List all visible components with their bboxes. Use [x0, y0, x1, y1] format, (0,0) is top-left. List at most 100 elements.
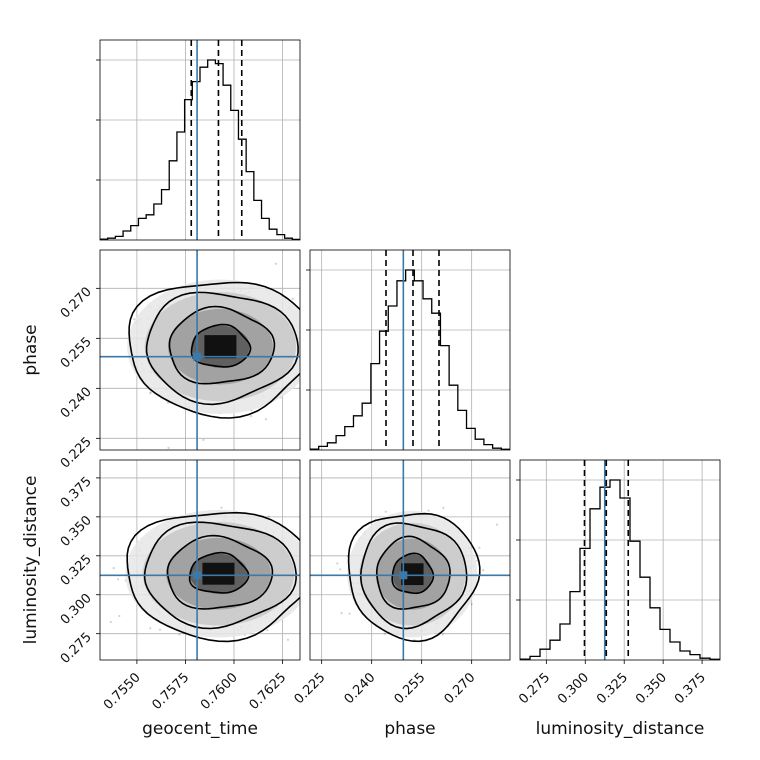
x-tick-label: 0.7550: [101, 670, 144, 713]
contour-level-3: [143, 521, 297, 630]
x-tick-label: 0.300: [555, 670, 592, 707]
scatter-point: [313, 373, 315, 375]
y-tick-label: 0.375: [58, 474, 95, 511]
contour-level-1: [190, 323, 252, 368]
scatter-point: [339, 568, 342, 571]
histogram-phase: [310, 269, 510, 450]
x-tick-label: 0.225: [292, 670, 329, 707]
scatter-point: [220, 506, 223, 509]
scatter-point: [325, 563, 327, 565]
y-tick-label: 0.225: [58, 435, 95, 472]
scatter-point: [250, 415, 253, 418]
panel-frame: [309, 459, 511, 661]
y-tick-label: 0.350: [58, 513, 95, 550]
x-tick-label: 0.7625: [247, 670, 290, 713]
scatter-point: [482, 569, 485, 572]
scatter-point: [109, 620, 112, 624]
scatter-point: [302, 593, 304, 595]
scatter-point: [149, 627, 152, 630]
scatter-point: [495, 523, 499, 526]
x-tick-label: 0.270: [442, 670, 479, 707]
scatter-point: [167, 446, 170, 449]
truth-marker: [399, 571, 408, 580]
scatter-point: [286, 638, 290, 641]
x-axis-label-phase: phase: [384, 719, 435, 739]
scatter-point: [291, 297, 294, 300]
x-tick-label: 0.350: [633, 670, 670, 707]
panel-frame: [99, 249, 301, 451]
contour-level-1: [188, 551, 250, 594]
scatter-point: [348, 612, 351, 615]
panel-frame: [309, 249, 511, 451]
contour-level-3: [359, 522, 468, 630]
panel-content: [100, 40, 300, 240]
contour-level-3: [145, 291, 299, 406]
contour-level-4: [128, 281, 300, 419]
scatter-point: [301, 567, 303, 569]
x-tick-label: 0.7600: [198, 670, 241, 713]
scatter-point: [267, 515, 270, 518]
x-tick-label: 0.7575: [149, 670, 192, 713]
density-peak: [204, 335, 237, 359]
panel-content: [520, 460, 720, 660]
y-tick-label: 0.255: [58, 335, 95, 372]
scatter-point: [427, 509, 430, 512]
density-peak: [202, 562, 235, 585]
panel-frame: [99, 39, 301, 241]
scatter-point: [312, 363, 314, 365]
panel-content: [100, 250, 319, 450]
histogram-luminosity_distance: [520, 479, 720, 660]
density-peak: [401, 563, 424, 586]
y-tick-label: 0.325: [58, 552, 95, 589]
panel-frame: [519, 459, 721, 661]
x-tick-label: 0.325: [594, 670, 631, 707]
x-tick-label: 0.375: [672, 670, 709, 707]
scatter-point: [476, 559, 479, 563]
x-tick-label: 0.240: [342, 670, 379, 707]
contour-level-2: [166, 534, 274, 610]
panel-geocent_time-vs-geocent_time: [96, 39, 301, 241]
scatter-point: [274, 262, 277, 265]
scatter-point: [266, 629, 269, 632]
panel-content: [310, 250, 510, 450]
y-tick-label: 0.300: [58, 591, 95, 628]
scatter-point: [149, 392, 152, 395]
x-axis-label-geocent_time: geocent_time: [142, 719, 258, 739]
contour-level-2: [168, 305, 276, 385]
panel-content: [100, 460, 327, 660]
panel-luminosity_distance-vs-luminosity_distance: 0.275 0.300 0.325 0.350 0.375 luminosity_dist…: [516, 459, 721, 739]
scatter-point: [441, 633, 444, 636]
y-tick-label: 0.240: [58, 385, 95, 422]
scatter-point: [158, 628, 162, 631]
x-axis-label-luminosity_distance: luminosity_distance: [536, 719, 705, 739]
scatter-point: [303, 573, 305, 575]
scatter-point: [442, 506, 445, 509]
y-axis-label-luminosity_distance: luminosity_distance: [21, 476, 41, 645]
scatter-point: [178, 633, 181, 636]
panel-phase-vs-phase: [306, 249, 511, 451]
y-tick-label: 0.275: [58, 630, 95, 667]
histogram-geocent_time: [100, 59, 300, 240]
scatter-point: [112, 567, 115, 570]
scatter-point: [133, 318, 136, 321]
scatter-point: [117, 578, 120, 581]
scatter-point: [317, 350, 319, 352]
x-tick-label: 0.255: [392, 670, 429, 707]
scatter-point: [118, 614, 121, 618]
contour-level-4: [347, 512, 481, 643]
panel-phase-vs-geocent_time: 0.270 0.255 0.240 0.225: [58, 249, 319, 472]
contour-level-4: [126, 511, 300, 643]
y-tick-label: 0.270: [58, 285, 95, 322]
contour-level-1: [391, 552, 435, 595]
scatter-point: [340, 612, 343, 615]
contour-level-2: [376, 535, 451, 610]
scatter-point: [383, 632, 386, 635]
scatter-point: [478, 546, 481, 549]
scatter-point: [470, 603, 473, 606]
scatter-point: [384, 510, 387, 513]
scatter-point: [264, 418, 268, 421]
scatter-point: [336, 562, 339, 565]
truth-marker: [193, 352, 202, 361]
